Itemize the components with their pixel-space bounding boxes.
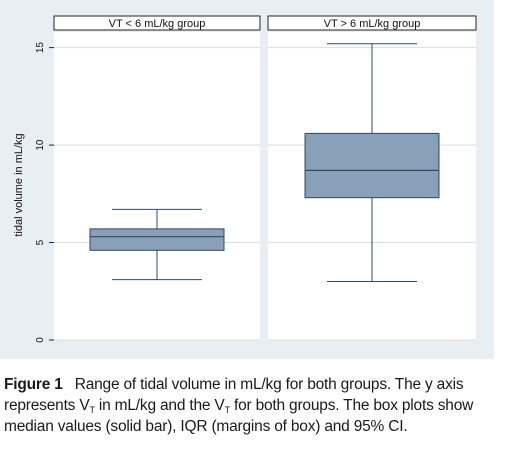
facet-panel-1: VT < 6 mL/kg group	[53, 15, 261, 341]
facet-title-box-1	[53, 15, 261, 31]
caption-sub-1: T	[89, 405, 95, 415]
y-tick-label-15: 15	[35, 42, 46, 54]
caption-line-2: represents VT in mL/kg and the VT for bo…	[4, 395, 504, 416]
facet-title-box-2	[267, 15, 477, 31]
y-axis-title: tidal volume in mL/kg	[13, 133, 25, 236]
facet-panel-2: VT > 6 mL/kg group	[267, 15, 477, 341]
chart-panel: VT < 6 mL/kg group VT > 6 mL/kg group 0 5 1…	[0, 0, 494, 359]
caption-text-2b: in mL/kg and the V	[94, 397, 225, 414]
plot-area-1	[54, 32, 260, 340]
caption-text-2c: for both groups. The box plots show	[229, 397, 474, 414]
iqr-box-2	[304, 132, 440, 199]
y-tick-label-5: 5	[35, 239, 46, 245]
facet-title-1: VT < 6 mL/kg group	[109, 18, 206, 30]
y-tick-label-0: 0	[35, 337, 46, 343]
caption-sub-2: T	[224, 405, 231, 415]
caption-label: Figure 1	[4, 376, 63, 393]
caption-text-3: median values (solid bar), IQR (margins …	[4, 418, 408, 435]
iqr-box-1	[89, 228, 225, 251]
caption-line-3: median values (solid bar), IQR (margins …	[4, 416, 504, 437]
facet-title-2: VT > 6 mL/kg group	[324, 18, 421, 30]
y-tick-label-10: 10	[35, 139, 46, 151]
caption-text-2a: represents V	[4, 397, 90, 414]
figure-caption: Figure 1 Range of tidal volume in mL/kg f…	[4, 374, 504, 437]
box-plot-chart: VT < 6 mL/kg group VT > 6 mL/kg group 0 5 1…	[13, 15, 477, 343]
caption-line-1: Figure 1 Range of tidal volume in mL/kg f…	[4, 374, 504, 395]
caption-text-1: Range of tidal volume in mL/kg for both …	[74, 376, 464, 393]
